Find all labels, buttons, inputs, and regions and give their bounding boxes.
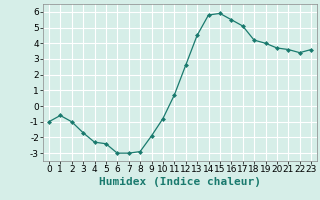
X-axis label: Humidex (Indice chaleur): Humidex (Indice chaleur)	[99, 177, 261, 187]
